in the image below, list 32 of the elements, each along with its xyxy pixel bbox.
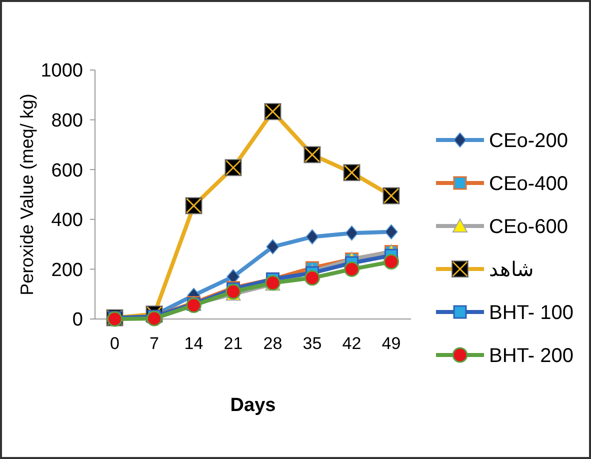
point <box>266 239 280 254</box>
point <box>384 224 398 240</box>
legend-label: CEo-600 <box>489 216 568 238</box>
x-axis-title: Days <box>230 395 276 416</box>
y-tick-label: 800 <box>51 110 83 132</box>
y-tick-label: 1000 <box>40 60 83 82</box>
y-tick-label: 400 <box>51 210 83 232</box>
point <box>304 270 320 286</box>
point <box>345 226 358 241</box>
x-tick-label: 35 <box>302 334 322 353</box>
x-tick-label: 21 <box>224 334 243 353</box>
y-axis-title: Peroxide Value (meq/ kg) <box>17 94 37 296</box>
x-tick-label: 0 <box>110 334 120 353</box>
legend-label: CEo-400 <box>489 173 568 195</box>
point <box>384 254 399 270</box>
point <box>186 298 202 314</box>
y-tick-label: 600 <box>51 160 83 182</box>
legend-label: CEo-200 <box>489 130 568 152</box>
x-tick-label: 14 <box>184 334 204 353</box>
legend-label: BHT- 100 <box>489 302 574 324</box>
x-tick-label: 49 <box>382 334 401 353</box>
legend-label: شاهد <box>489 259 534 281</box>
y-tick-label: 200 <box>51 260 83 281</box>
point <box>306 229 319 244</box>
x-tick-label: 42 <box>342 334 362 353</box>
point <box>344 261 360 277</box>
y-tick-label: 0 <box>72 310 83 331</box>
point <box>146 310 162 326</box>
point <box>226 284 241 300</box>
legend-label: BHT- 200 <box>489 345 574 367</box>
x-tick-label: 28 <box>263 334 282 353</box>
x-tick-label: 7 <box>150 334 159 353</box>
